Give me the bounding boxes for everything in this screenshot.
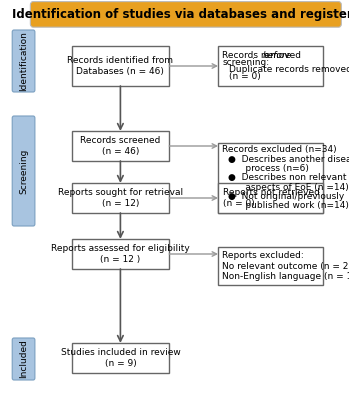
- FancyBboxPatch shape: [218, 46, 323, 86]
- Text: screening:: screening:: [222, 58, 269, 67]
- Text: Reports not retrieved
(n = 0): Reports not retrieved (n = 0): [223, 188, 320, 208]
- Text: published work (n=14): published work (n=14): [231, 202, 349, 210]
- Text: ●  Describes non relevant: ● Describes non relevant: [228, 174, 347, 182]
- Text: Records screened
(n = 46): Records screened (n = 46): [80, 136, 161, 156]
- FancyBboxPatch shape: [30, 2, 341, 27]
- Text: Non-English language (n = 1): Non-English language (n = 1): [222, 272, 349, 281]
- Text: Reports excluded:: Reports excluded:: [222, 251, 304, 260]
- Text: No relevant outcome (n = 2): No relevant outcome (n = 2): [222, 262, 349, 270]
- FancyBboxPatch shape: [218, 183, 323, 213]
- FancyBboxPatch shape: [218, 143, 323, 213]
- Text: process (n=6): process (n=6): [231, 164, 309, 173]
- FancyBboxPatch shape: [72, 183, 169, 213]
- Text: Identification of studies via databases and registers: Identification of studies via databases …: [12, 8, 349, 21]
- Text: aspects of EoE (n =14): aspects of EoE (n =14): [231, 183, 349, 192]
- Text: ●  Describes another disease: ● Describes another disease: [228, 155, 349, 164]
- FancyBboxPatch shape: [12, 116, 35, 226]
- Text: Records identified from
Databases (n = 46): Records identified from Databases (n = 4…: [67, 56, 173, 76]
- Text: Identification: Identification: [19, 31, 28, 91]
- Text: Records excluded (n=34): Records excluded (n=34): [222, 146, 336, 154]
- Text: before: before: [262, 52, 291, 60]
- Text: Studies included in review
(n = 9): Studies included in review (n = 9): [60, 348, 180, 368]
- FancyBboxPatch shape: [72, 46, 169, 86]
- FancyBboxPatch shape: [218, 247, 323, 285]
- Text: ●  Not original/previously: ● Not original/previously: [228, 192, 344, 201]
- FancyBboxPatch shape: [72, 239, 169, 269]
- FancyBboxPatch shape: [12, 338, 35, 380]
- Text: Duplicate records removed: Duplicate records removed: [229, 66, 349, 74]
- Text: Included: Included: [19, 340, 28, 378]
- Text: Records removed: Records removed: [222, 52, 304, 60]
- FancyBboxPatch shape: [72, 343, 169, 373]
- FancyBboxPatch shape: [12, 30, 35, 92]
- Text: Screening: Screening: [19, 148, 28, 194]
- Text: Reports sought for retrieval
(n = 12): Reports sought for retrieval (n = 12): [58, 188, 183, 208]
- Text: Reports assessed for eligibility
(n = 12 ): Reports assessed for eligibility (n = 12…: [51, 244, 190, 264]
- FancyBboxPatch shape: [72, 131, 169, 161]
- Text: (n = 0): (n = 0): [229, 72, 260, 80]
